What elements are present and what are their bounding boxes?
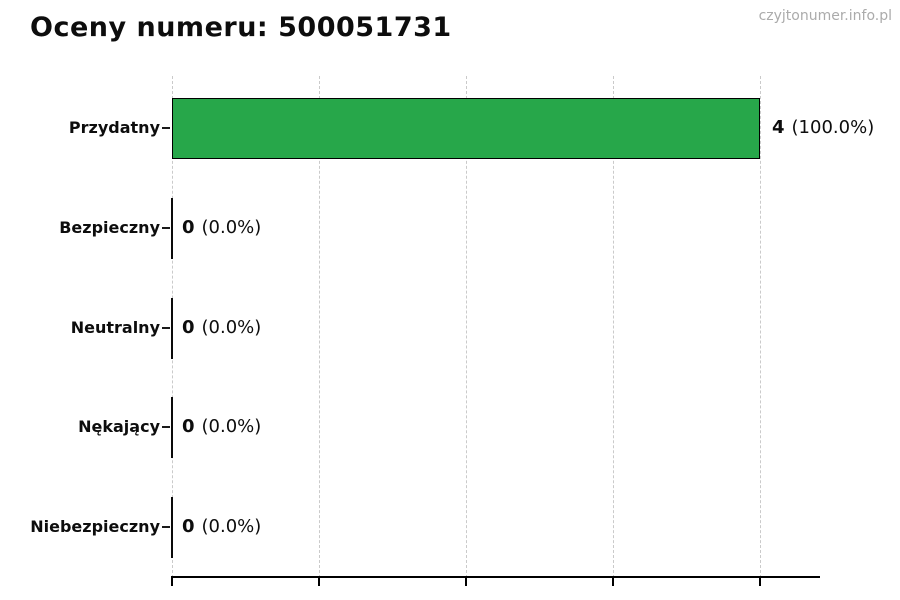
value-count: 0	[182, 217, 195, 238]
gridline-3	[613, 76, 614, 578]
x-axis-line	[171, 576, 820, 578]
value-label-przydatny: 4 (100.0%)	[772, 116, 874, 140]
y-tick-3	[162, 426, 170, 428]
y-tick-0	[162, 127, 170, 129]
x-tick-1	[318, 578, 320, 586]
value-label-bezpieczny: 0 (0.0%)	[182, 216, 261, 240]
value-count: 0	[182, 416, 195, 437]
x-tick-0	[171, 578, 173, 586]
gridline-2	[466, 76, 467, 578]
bar-neutralny	[171, 298, 173, 359]
bar-nekajacy	[171, 397, 173, 458]
value-percent: (0.0%)	[201, 516, 262, 537]
value-percent: (0.0%)	[201, 317, 262, 338]
y-tick-4	[162, 526, 170, 528]
gridline-4	[760, 76, 761, 578]
value-label-neutralny: 0 (0.0%)	[182, 316, 261, 340]
value-percent: (0.0%)	[201, 217, 262, 238]
x-tick-2	[465, 578, 467, 586]
y-tick-1	[162, 227, 170, 229]
bar-bezpieczny	[171, 198, 173, 259]
x-tick-3	[612, 578, 614, 586]
category-label-bezpieczny: Bezpieczny	[59, 218, 160, 237]
value-count: 0	[182, 516, 195, 537]
bar-przydatny	[172, 98, 760, 159]
value-label-niebezpieczny: 0 (0.0%)	[182, 515, 261, 539]
category-label-nekajacy: Nękający	[78, 417, 160, 436]
category-label-przydatny: Przydatny	[68, 118, 160, 137]
gridline-1	[319, 76, 320, 578]
bar-niebezpieczny	[171, 497, 173, 558]
watermark: czyjtonumer.info.pl	[758, 8, 892, 24]
chart-title: Oceny numeru: 500051731	[30, 12, 452, 43]
category-label-niebezpieczny: Niebezpieczny	[30, 517, 160, 536]
value-count: 0	[182, 317, 195, 338]
value-count: 4	[772, 117, 785, 138]
value-percent: (100.0%)	[791, 117, 875, 138]
y-tick-2	[162, 327, 170, 329]
category-label-neutralny: Neutralny	[70, 318, 160, 337]
value-label-nekajacy: 0 (0.0%)	[182, 415, 261, 439]
value-percent: (0.0%)	[201, 416, 262, 437]
x-tick-4	[759, 578, 761, 586]
